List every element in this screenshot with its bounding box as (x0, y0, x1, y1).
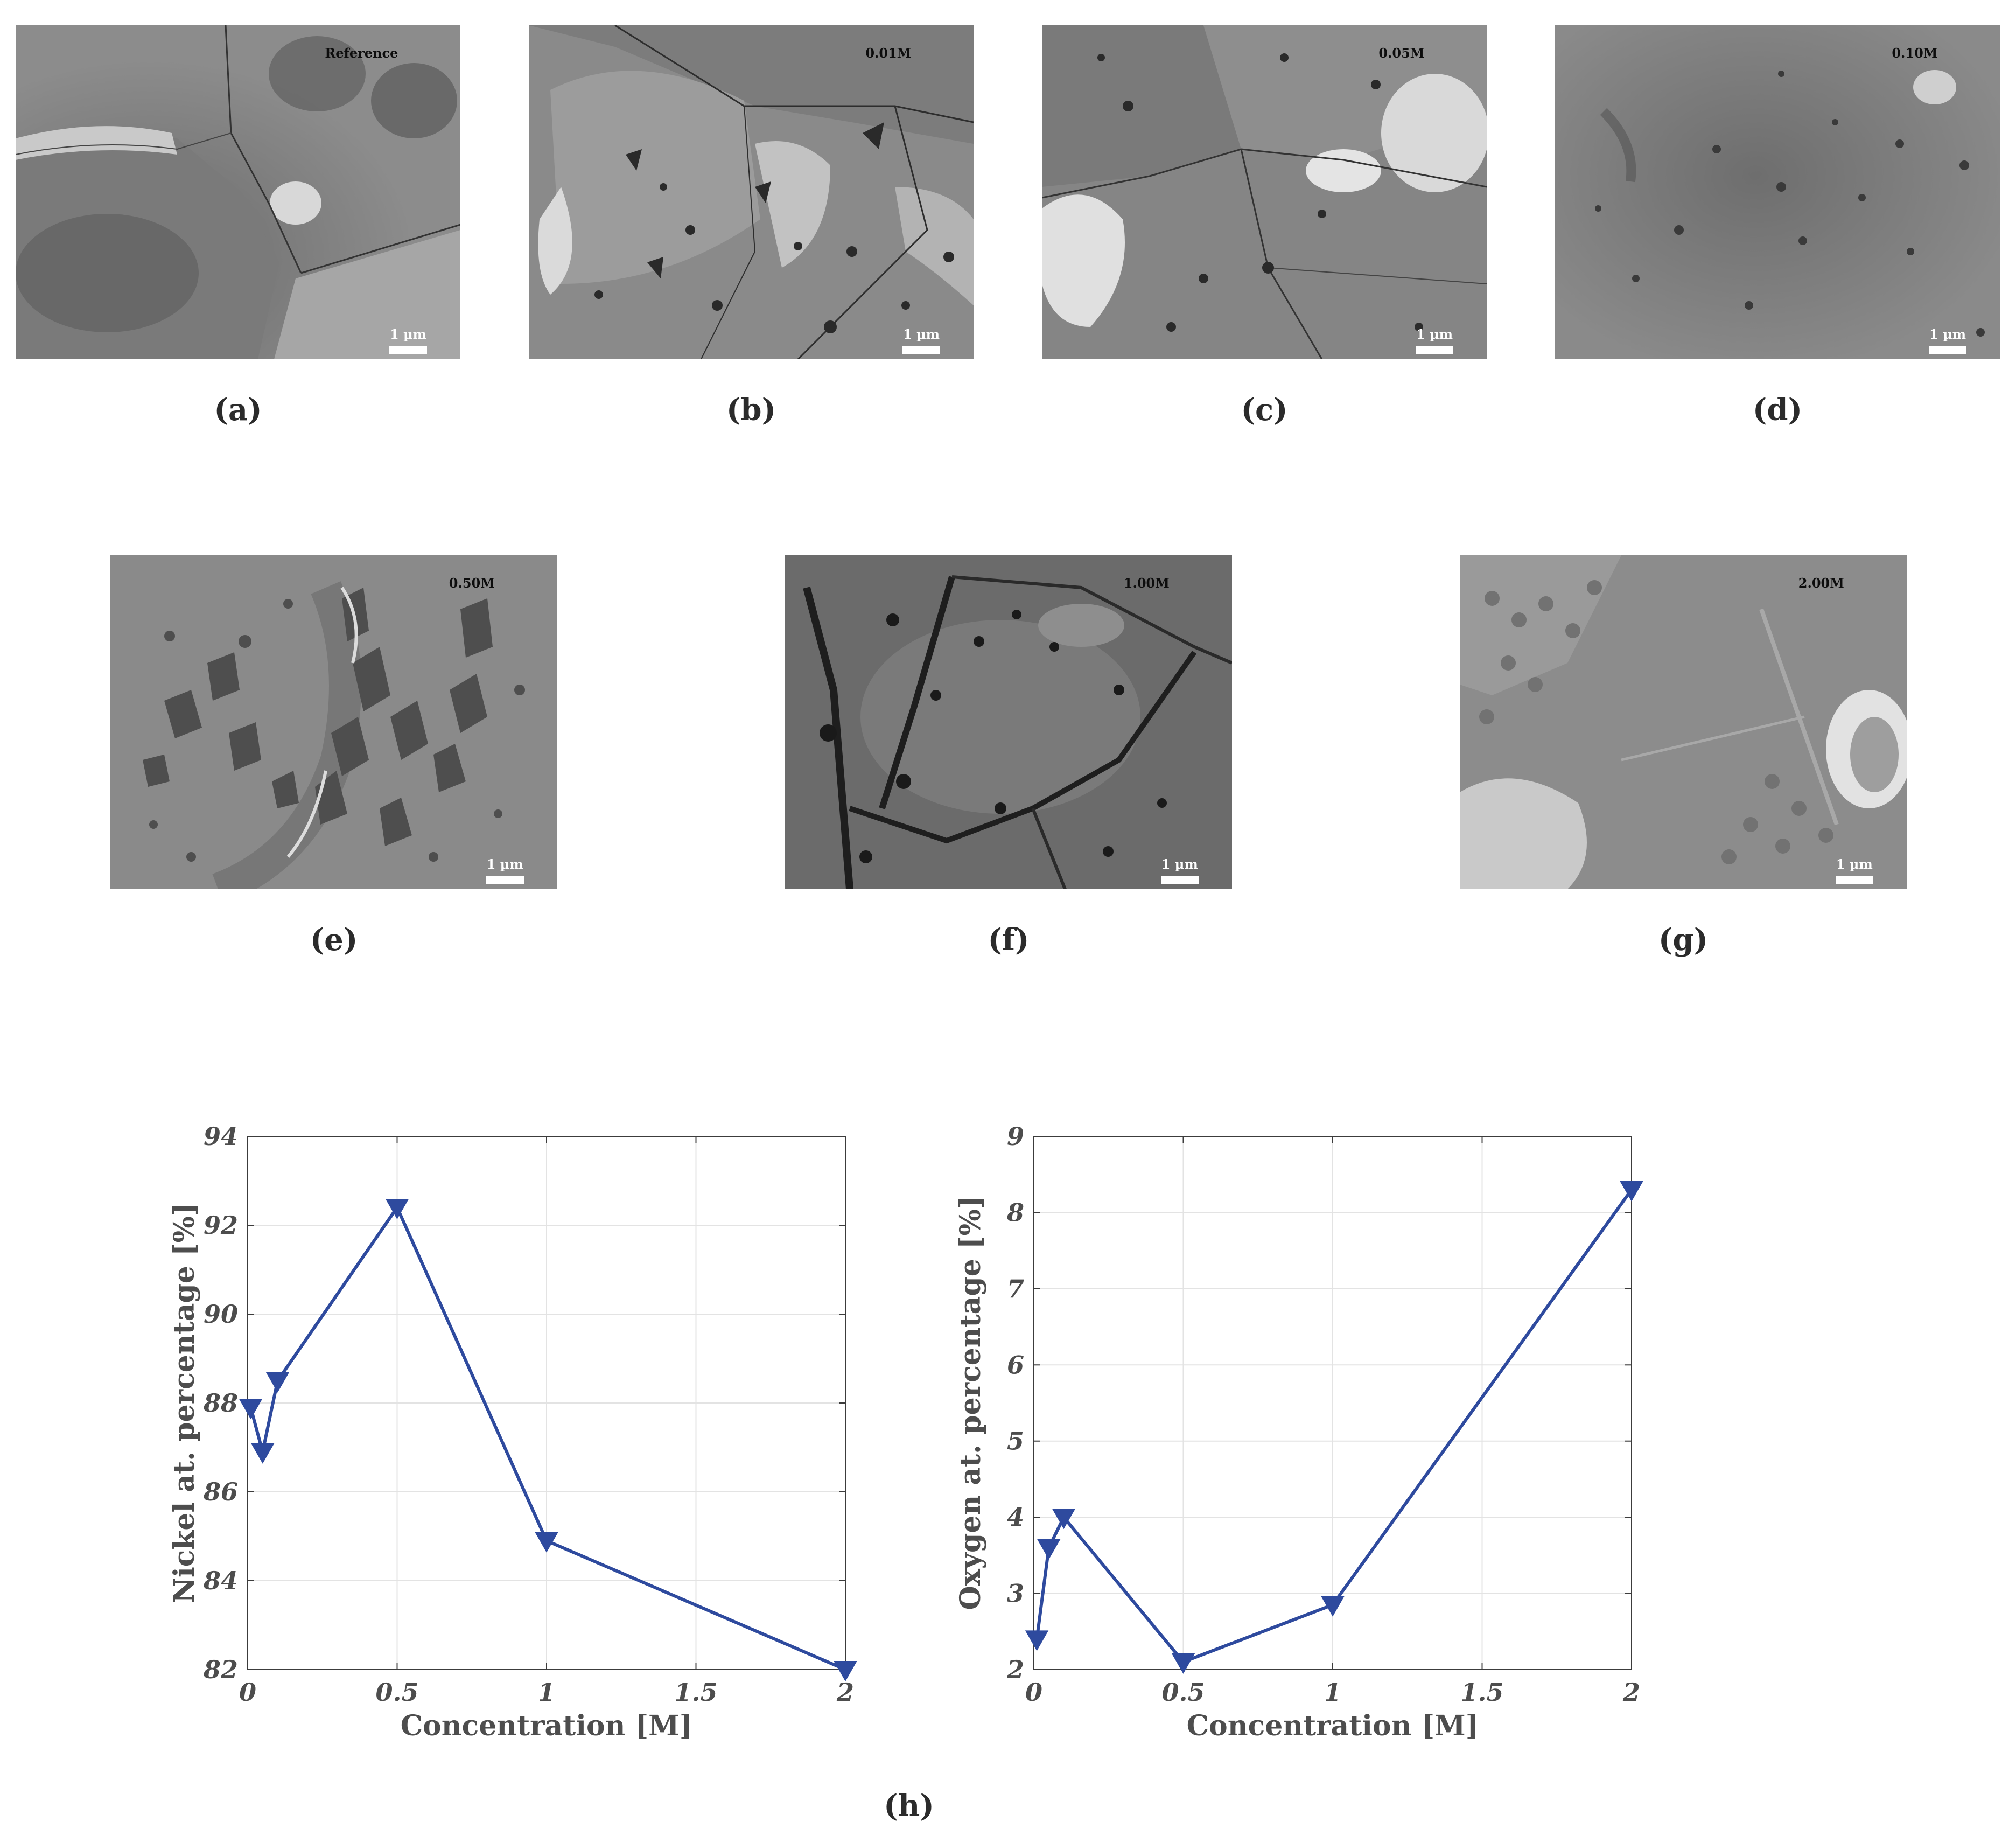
y-tick-label: 8 (1006, 1198, 1024, 1227)
scale-bar-line (389, 346, 428, 354)
x-tick-label: 1.5 (674, 1678, 717, 1707)
micrograph-label: Reference (325, 45, 398, 61)
scale-bar-label: 1 µm (903, 326, 940, 343)
panel-letter-b: (b) (726, 392, 776, 428)
y-tick-label: 2 (1006, 1655, 1024, 1684)
x-tick-label: 0 (239, 1678, 256, 1707)
x-tick-label: 2 (1622, 1678, 1640, 1707)
y-axis-title: Nickel at. percentage [%] (168, 1203, 201, 1603)
micrograph-label: 0.50M (449, 575, 495, 591)
x-tick-label: 1 (538, 1678, 555, 1707)
scale-bar-line (486, 876, 524, 884)
micrograph-label: 0.01M (865, 45, 912, 61)
y-tick-label: 92 (204, 1211, 238, 1240)
x-tick-label: 1.5 (1460, 1678, 1503, 1707)
x-tick-label: 0 (1025, 1678, 1042, 1707)
micrograph-a: Reference 1 µm (16, 25, 460, 359)
micrograph-label: 0.05M (1378, 45, 1425, 61)
series-line (1035, 1189, 1633, 1664)
scale-bar-label: 1 µm (1836, 856, 1873, 872)
panel-letter-d: (d) (1752, 392, 1803, 428)
data-point-marker (1025, 1630, 1049, 1651)
panel-letter-c: (c) (1241, 392, 1288, 428)
scale-bar-label: 1 µm (1161, 856, 1198, 872)
scale-bar-label: 1 µm (1929, 326, 1966, 343)
x-tick-label: 0.5 (375, 1678, 418, 1707)
micrograph-g: 2.00M 1 µm (1460, 555, 1907, 889)
nickel-chart-svg: 0 0.5 1 1.5 2 82 84 86 88 90 92 94 Concentration [M]… (168, 1122, 857, 1742)
scale-bar-line (1835, 876, 1873, 884)
y-tick-label: 5 (1007, 1427, 1024, 1456)
data-point-marker (385, 1199, 409, 1220)
data-point-marker (834, 1661, 857, 1682)
data-point-marker (1620, 1181, 1643, 1202)
y-tick-label: 9 (1007, 1122, 1024, 1151)
data-point-marker (1171, 1653, 1195, 1674)
data-point-marker (1037, 1539, 1061, 1560)
y-tick-label: 90 (204, 1300, 238, 1329)
micrograph-f: 1.00M 1 µm (785, 555, 1232, 889)
micrograph-e: 0.50M 1 µm (110, 555, 557, 889)
micrograph-label: 2.00M (1798, 575, 1844, 591)
oxygen-chart: 0 0.5 1 1.5 2 2 3 4 5 6 7 8 9 Concentration [M] Oxygen… (937, 1120, 1680, 1761)
panel-letter-f: (f) (988, 922, 1030, 958)
micrograph-b: 0.01M 1 µm (529, 25, 974, 359)
series-line (249, 1206, 846, 1671)
x-tick-label: 0.5 (1161, 1678, 1205, 1707)
data-point-marker (535, 1532, 558, 1553)
scale-bar-label: 1 µm (1416, 326, 1453, 343)
scale-bar-line (1929, 346, 1967, 354)
scale-bar-line (902, 346, 941, 354)
scale-bar-line (1416, 346, 1454, 354)
data-point-marker (1052, 1509, 1076, 1530)
panel-letter-g: (g) (1658, 922, 1709, 958)
x-axis-title: Concentration [M] (401, 1709, 693, 1742)
panel-letter-e: (e) (310, 922, 358, 958)
y-axis-title: Oxygen at. percentage [%] (954, 1196, 987, 1610)
x-tick-label: 2 (836, 1678, 854, 1707)
data-point-marker (239, 1399, 263, 1420)
scale-bar-label: 1 µm (486, 856, 523, 872)
micrograph-label: 1.00M (1123, 575, 1170, 591)
y-tick-label: 84 (203, 1566, 238, 1595)
panel-letter-h: (h) (884, 1788, 934, 1824)
data-point-marker (265, 1372, 290, 1393)
oxygen-chart-svg: 0 0.5 1 1.5 2 2 3 4 5 6 7 8 9 Concentration [M] Oxygen… (954, 1122, 1643, 1742)
data-point-marker (1321, 1596, 1345, 1617)
y-tick-label: 82 (203, 1655, 238, 1684)
y-tick-label: 88 (203, 1388, 238, 1418)
panel-letter-a: (a) (214, 392, 262, 428)
nickel-chart: 0 0.5 1 1.5 2 82 84 86 88 90 92 94 Concentration [M]… (151, 1120, 894, 1761)
y-tick-label: 4 (1007, 1503, 1024, 1532)
scale-bar-line (1160, 876, 1199, 884)
x-axis-title: Concentration [M] (1187, 1709, 1479, 1742)
y-tick-label: 7 (1007, 1274, 1024, 1303)
y-tick-label: 6 (1007, 1350, 1024, 1379)
micrograph-label: 0.10M (1892, 45, 1938, 61)
x-tick-label: 1 (1324, 1678, 1341, 1707)
data-point-marker (251, 1443, 275, 1464)
y-tick-label: 86 (203, 1477, 238, 1506)
scale-bar-label: 1 µm (390, 326, 427, 343)
y-tick-label: 3 (1007, 1579, 1024, 1608)
micrograph-d: 0.10M 1 µm (1555, 25, 2000, 359)
micrograph-c: 0.05M 1 µm (1042, 25, 1487, 359)
y-tick-label: 94 (204, 1122, 238, 1151)
